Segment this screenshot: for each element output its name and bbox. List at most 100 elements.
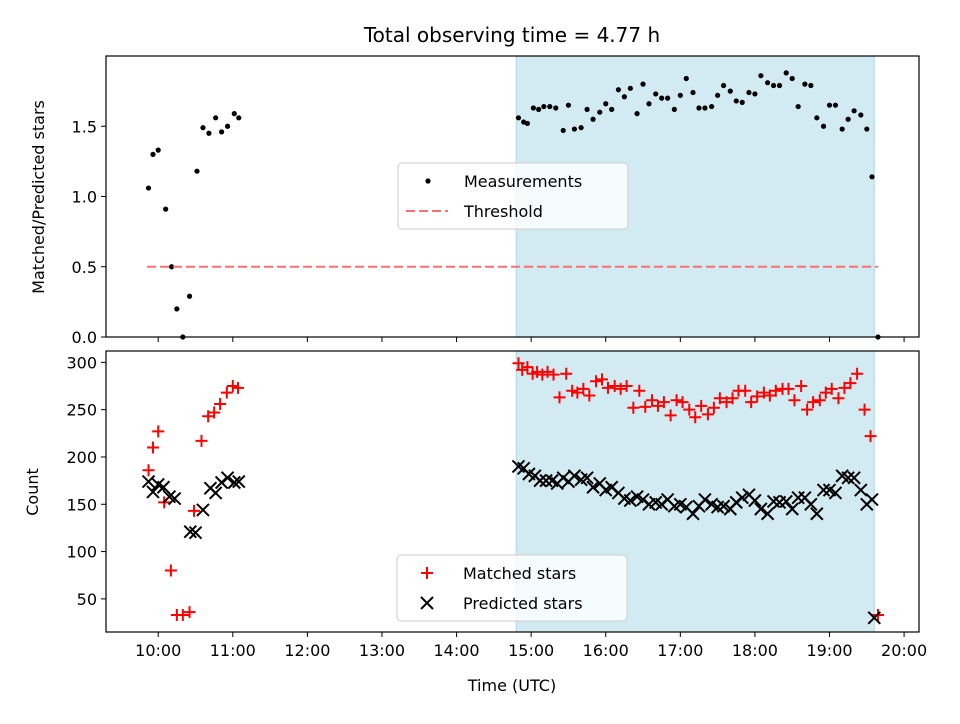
plot-layer: 0.0 0.5 1.0 1.5 Measurements Threshold 10:00 11…	[66, 55, 927, 660]
measurement-point	[671, 106, 677, 112]
legend: Matched stars Predicted stars	[396, 554, 628, 622]
predicted-star-point	[183, 525, 197, 539]
measurement-point	[571, 126, 578, 132]
y-tick-label: 150	[66, 495, 97, 514]
x-tick-label: 19:00	[806, 641, 852, 660]
x-axis-label: Time (UTC)	[467, 676, 556, 695]
matched-star-point	[516, 363, 529, 376]
x-tick-label: 13:00	[359, 641, 405, 660]
predicted-star-point	[623, 493, 638, 508]
matched-star-point	[208, 406, 221, 419]
matched-star-point	[583, 389, 596, 402]
legend-label: Matched stars	[463, 564, 576, 583]
measurement-point	[194, 168, 200, 174]
matched-star-point	[864, 430, 877, 443]
matched-star-point	[739, 384, 752, 397]
predicted-star-point	[146, 485, 160, 499]
matched-star-point	[195, 434, 208, 447]
matched-star-point	[726, 392, 739, 405]
predicted-star-point	[586, 480, 600, 494]
matched-star-point	[601, 381, 614, 394]
matched-star-point	[232, 381, 245, 394]
bottom-y-axis-label: Count	[23, 468, 42, 516]
matched-star-point	[769, 384, 782, 397]
matched-star-point	[614, 382, 627, 395]
legend-plus-icon	[421, 567, 433, 579]
legend-box	[397, 162, 629, 230]
measurement-point	[236, 115, 242, 121]
matched-star-point	[676, 396, 689, 409]
matched-star-point	[807, 396, 820, 409]
measurement-point	[808, 82, 814, 89]
measurement-point	[213, 115, 219, 121]
measurement-point	[858, 112, 864, 118]
matched-star-point	[152, 425, 165, 438]
predicted-star-point	[748, 493, 762, 508]
measurement-point	[845, 116, 851, 122]
predicted-star-point	[208, 486, 223, 500]
measurement-point	[145, 185, 152, 191]
measurement-point	[802, 81, 808, 87]
measurement-point	[646, 101, 652, 107]
measurement-point	[677, 92, 683, 98]
matched-star-point	[832, 392, 845, 405]
measurement-point	[174, 306, 180, 312]
matched-star-point	[757, 386, 770, 399]
panel-frame	[105, 350, 920, 633]
measurement-point	[733, 98, 739, 104]
matched-star-point	[226, 380, 239, 393]
x-tick-label: 18:00	[732, 641, 778, 660]
matched-star-point	[788, 394, 801, 407]
x-tick-label: 17:00	[657, 641, 703, 660]
measurement-point	[727, 88, 733, 94]
measurement-point	[696, 105, 702, 111]
y-tick-label: 1.0	[72, 188, 97, 207]
matched-star-point	[701, 408, 714, 421]
y-tick-label: 1.5	[72, 117, 97, 136]
measurement-point	[553, 105, 559, 111]
measurement-point	[206, 130, 212, 136]
matched-star-point	[214, 397, 227, 410]
legend-label: Measurements	[464, 172, 582, 191]
measurement-point	[163, 206, 169, 212]
measurement-point	[851, 108, 857, 114]
matched-star-point	[689, 411, 702, 424]
measurement-point	[683, 75, 689, 82]
measurement-point	[764, 80, 771, 86]
top-y-axis-label: Matched/Predicted stars	[29, 100, 48, 294]
measurement-point	[653, 91, 659, 97]
predicted-star-point	[686, 507, 700, 521]
x-tick-label: 10:00	[135, 641, 181, 660]
predicted-star-point	[580, 471, 594, 485]
measurement-point	[597, 109, 603, 115]
matched-star-point	[220, 386, 233, 399]
legend-label: Predicted stars	[463, 594, 583, 613]
measurement-point	[702, 105, 708, 111]
measurement-point	[715, 92, 721, 98]
measurement-point	[640, 81, 646, 87]
matched-star-point	[695, 399, 708, 412]
measurement-point	[776, 82, 783, 89]
y-tick-label: 300	[66, 353, 97, 372]
matched-star-point	[745, 396, 758, 409]
matched-star-point	[521, 361, 534, 374]
matched-star-point	[566, 384, 579, 397]
matched-star-point	[596, 373, 609, 386]
predicted-star-point	[779, 494, 793, 509]
matched-star-point	[657, 396, 670, 409]
matched-star-point	[664, 409, 677, 422]
matched-star-point	[683, 403, 696, 416]
y-tick-label: 200	[66, 448, 97, 467]
measurement-point	[150, 151, 156, 157]
measurement-point	[155, 147, 161, 153]
measurement-point	[536, 106, 542, 112]
predicted-star-point	[141, 474, 156, 489]
predicted-star-point	[785, 502, 799, 516]
matched-star-point	[627, 401, 640, 414]
panel-ratio: 0.0 0.5 1.0 1.5 Measurements Threshold	[72, 55, 920, 347]
matched-star-point	[577, 382, 590, 395]
predicted-star-point	[567, 469, 582, 483]
measurement-point	[186, 293, 193, 299]
measurement-point	[231, 111, 237, 117]
predicted-star-point	[867, 611, 881, 625]
